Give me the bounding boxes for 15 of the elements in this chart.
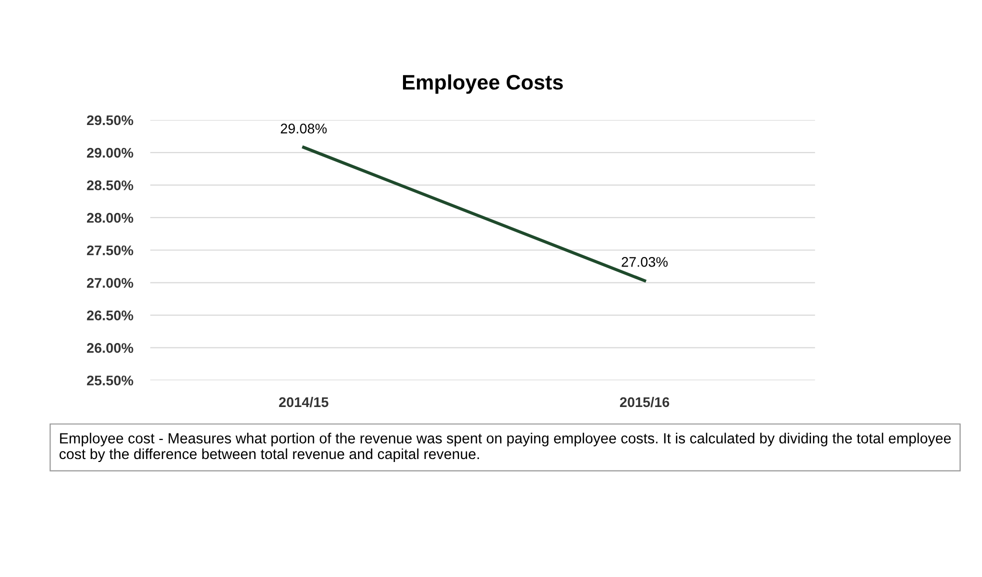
y-tick-label: 28.00% xyxy=(86,212,134,223)
y-tick-label: 28.50% xyxy=(86,180,134,190)
y-tick-label: 27.00% xyxy=(86,278,134,288)
y-tick-label: 26.00% xyxy=(86,343,134,353)
x-tick-label: 2015/16 xyxy=(620,396,670,408)
x-tick-label: 2014/15 xyxy=(279,396,328,408)
y-tick-label: 27.50% xyxy=(86,245,134,256)
y-tick-label: 25.50% xyxy=(86,376,134,386)
text: Employee cost - Measures what portion of the revenue was spent on paying employee costs. It is calculated by dividing the total employee cost by the difference between total revenue and capital revenue. xyxy=(60,432,951,462)
data-label: 29.08% xyxy=(280,124,327,134)
y-tick-label: 29.00% xyxy=(86,148,134,158)
y-tick-label: 26.50% xyxy=(86,310,134,320)
data-label: 27.03% xyxy=(622,257,668,267)
y-tick-label: 29.50% xyxy=(86,115,134,126)
chart-title: Employee Costs xyxy=(403,74,563,94)
